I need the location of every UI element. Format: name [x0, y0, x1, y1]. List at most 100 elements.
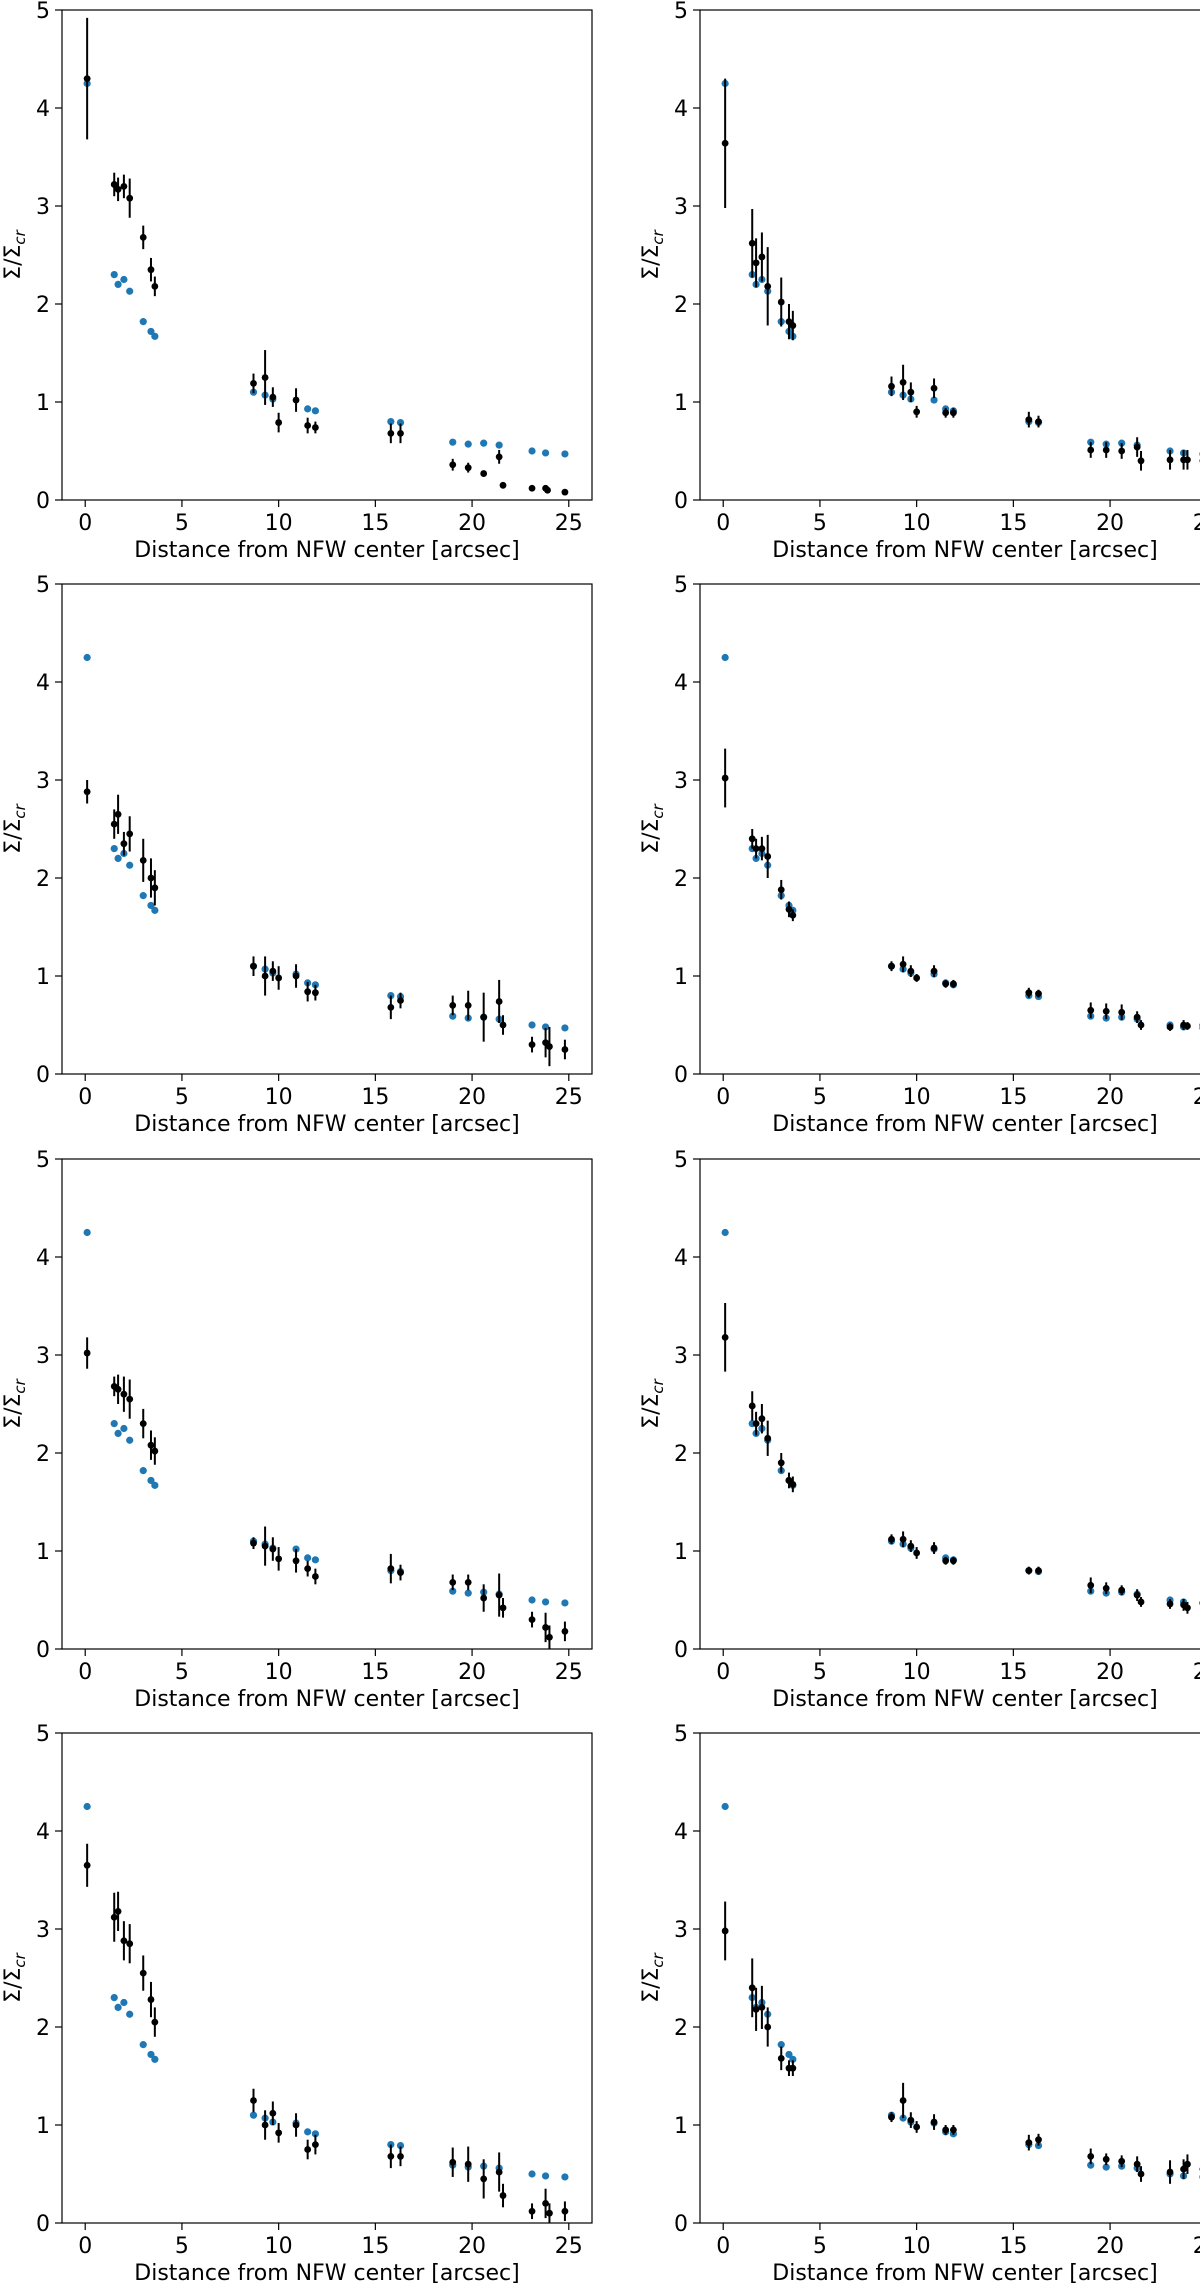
y-tick-label: 0 — [674, 2212, 688, 2237]
data-point — [1137, 457, 1145, 465]
data-point — [311, 1573, 319, 1580]
model-point — [304, 1554, 312, 1562]
model-point — [139, 892, 147, 900]
series-data — [721, 1901, 1200, 2184]
data-point — [495, 453, 503, 461]
data-point — [275, 2129, 283, 2137]
y-tick-label: 5 — [36, 1722, 50, 1747]
axes-frame — [61, 1732, 593, 2224]
model-point — [139, 2041, 147, 2049]
x-axis-label: Distance from NFW center [arcsec] — [134, 2261, 519, 2285]
y-tick-label: 0 — [36, 1063, 50, 1088]
data-point — [449, 1578, 457, 1586]
y-tick-label: 2 — [674, 2016, 688, 2041]
model-point — [151, 906, 159, 914]
data-point — [1035, 1567, 1042, 1574]
data-point — [942, 2126, 950, 2134]
data-point — [449, 1002, 457, 1009]
data-point — [114, 810, 122, 818]
data-point — [528, 1616, 536, 1623]
model-point — [151, 332, 159, 340]
data-point — [120, 840, 128, 848]
model-point — [114, 854, 122, 863]
data-point — [1087, 1006, 1095, 1014]
model-point — [114, 2003, 122, 2011]
y-tick-label: 1 — [674, 2114, 688, 2139]
data-point — [304, 422, 312, 429]
series-model — [83, 653, 569, 1032]
x-axis-label: Distance from NFW center [arcsec] — [772, 2261, 1157, 2285]
data-point — [292, 2121, 300, 2129]
model-point — [930, 396, 938, 404]
data-point — [758, 253, 766, 261]
y-tick-label: 5 — [36, 0, 50, 24]
data-point — [464, 1578, 472, 1586]
model-point — [495, 441, 503, 449]
data-point — [777, 298, 785, 306]
data-point — [1166, 456, 1174, 464]
data-point — [748, 1402, 756, 1410]
x-tick-label: 15 — [999, 511, 1027, 536]
data-point — [542, 2200, 549, 2207]
data-point — [764, 282, 772, 290]
data-point — [785, 905, 793, 913]
data-point — [777, 886, 785, 894]
y-tick-label: 1 — [674, 391, 688, 416]
model-point — [528, 447, 536, 455]
model-point — [721, 1228, 729, 1237]
data-point — [110, 820, 118, 828]
data-point — [721, 1927, 729, 1935]
model-point — [147, 2050, 155, 2059]
data-point — [1035, 990, 1042, 998]
data-point — [1118, 1586, 1126, 1594]
data-point — [561, 488, 569, 496]
data-point — [907, 1542, 915, 1550]
x-tick-label: 20 — [458, 1085, 486, 1110]
x-tick-label: 20 — [1096, 1085, 1124, 1110]
data-point — [899, 960, 907, 968]
x-tick-label: 0 — [78, 511, 92, 536]
series-data — [83, 780, 569, 1067]
y-tick-label: 3 — [36, 769, 50, 794]
data-point — [480, 1013, 488, 1021]
data-point — [261, 972, 269, 980]
y-tick-label: 3 — [674, 769, 688, 794]
data-point — [907, 967, 915, 975]
x-tick-label: 20 — [1096, 2234, 1124, 2259]
series-model — [721, 1802, 1200, 2180]
series-model — [721, 1228, 1200, 1606]
data-point — [397, 429, 404, 437]
data-point — [151, 884, 159, 892]
x-tick-label: 5 — [813, 1660, 827, 1685]
data-point — [561, 2207, 569, 2215]
y-tick-label: 3 — [674, 195, 688, 220]
y-tick-label: 0 — [674, 1063, 688, 1088]
model-point — [561, 1024, 569, 1032]
model-point — [561, 2173, 569, 2181]
y-tick-label: 5 — [674, 1722, 688, 1747]
model-point — [83, 653, 91, 662]
y-tick-label: 1 — [674, 1540, 688, 1565]
y-axis-label: Σ/Σcr — [639, 229, 667, 279]
data-point — [151, 1447, 159, 1455]
data-point — [110, 181, 118, 188]
model-point — [464, 1589, 472, 1597]
data-point — [1102, 1584, 1110, 1592]
x-tick-label: 20 — [458, 2234, 486, 2259]
y-tick-label: 4 — [36, 97, 50, 122]
data-point — [888, 1535, 895, 1543]
model-point — [110, 271, 118, 279]
x-axis-label: Distance from NFW center [arcsec] — [772, 1687, 1157, 1712]
data-point — [777, 2054, 785, 2062]
y-tick-label: 2 — [36, 293, 50, 318]
data-point — [126, 1940, 134, 1948]
axes-frame — [699, 1732, 1200, 2224]
data-point — [1025, 1567, 1033, 1574]
model-point — [126, 861, 134, 869]
x-tick-label: 15 — [361, 1660, 389, 1685]
data-point — [528, 484, 536, 492]
data-point — [120, 1937, 128, 1945]
